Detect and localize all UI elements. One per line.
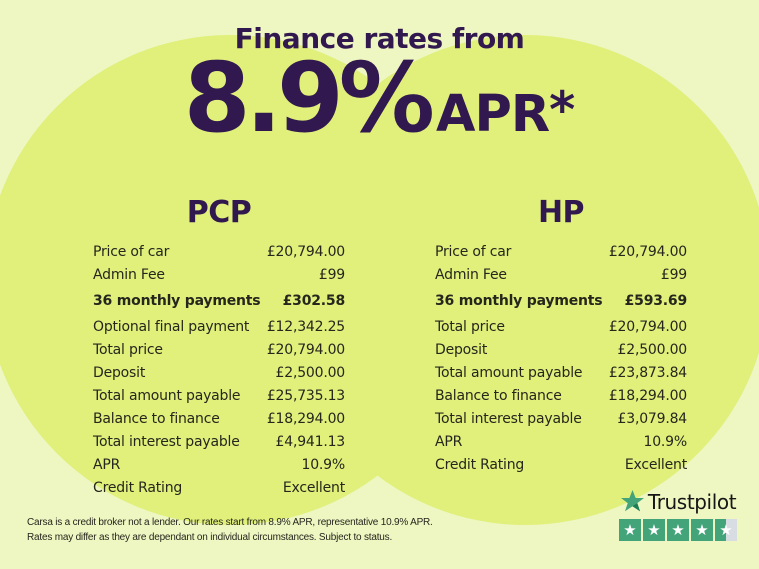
pcp-heading: PCP xyxy=(186,195,252,230)
table-row: Total price £20,794.00 xyxy=(93,338,345,361)
row-value: £2,500.00 xyxy=(617,341,688,358)
star-icon: ★ xyxy=(719,521,733,539)
row-label: Optional final payment xyxy=(93,318,250,335)
table-row: 36 monthly payments £302.58 xyxy=(93,289,345,312)
disclaimer-line1: Carsa is a credit broker not a lender. O… xyxy=(27,517,433,528)
star-box-half: ★ xyxy=(715,519,737,541)
table-row: Credit Rating Excellent xyxy=(93,476,345,499)
row-value: £18,294.00 xyxy=(266,410,345,427)
row-value: £2,500.00 xyxy=(275,364,346,381)
disclaimer: Carsa is a credit broker not a lender. O… xyxy=(27,515,433,545)
hp-heading: HP xyxy=(537,195,585,230)
row-label: Balance to finance xyxy=(93,410,220,427)
row-label: 36 monthly payments xyxy=(93,292,261,309)
table-row: Admin Fee £99 xyxy=(93,263,345,286)
row-value: 10.9% xyxy=(301,456,346,473)
rate-suffix: APR xyxy=(435,85,550,144)
table-row: Total interest payable £3,079.84 xyxy=(435,407,687,430)
row-label: Credit Rating xyxy=(93,479,183,496)
row-value: £4,941.13 xyxy=(275,433,346,450)
star-icon: ★ xyxy=(623,521,637,539)
trustpilot-star-icon xyxy=(620,490,644,512)
row-label: Price of car xyxy=(93,243,170,260)
row-value: £25,735.13 xyxy=(266,387,345,404)
table-row: Balance to finance £18,294.00 xyxy=(435,384,687,407)
row-value: £99 xyxy=(660,266,687,283)
star-icon: ★ xyxy=(647,521,661,539)
star-icon: ★ xyxy=(695,521,709,539)
row-value: Excellent xyxy=(282,479,345,496)
trustpilot-logo: Trustpilot xyxy=(620,489,737,514)
trustpilot-wordmark: Trustpilot xyxy=(647,489,737,514)
table-row: Price of car £20,794.00 xyxy=(435,240,687,263)
trustpilot-widget[interactable]: Trustpilot ★ ★ ★ ★ ★ xyxy=(617,489,739,541)
table-row: Total interest payable £4,941.13 xyxy=(93,430,345,453)
row-value: £20,794.00 xyxy=(608,243,687,260)
table-row: 36 monthly payments £593.69 xyxy=(435,289,687,312)
row-label: Credit Rating xyxy=(435,456,525,473)
table-row: Total price £20,794.00 xyxy=(435,315,687,338)
row-label: 36 monthly payments xyxy=(435,292,603,309)
row-value: £18,294.00 xyxy=(608,387,687,404)
row-value: £3,079.84 xyxy=(617,410,688,427)
hp-table: Price of car £20,794.00 Admin Fee £99 36 mon… xyxy=(435,240,687,476)
pcp-section: PCP Price of car £20,794.00 Admin Fee £99 36… xyxy=(93,196,345,499)
row-value: £20,794.00 xyxy=(266,341,345,358)
row-value: £302.58 xyxy=(282,292,346,309)
table-row: Admin Fee £99 xyxy=(435,263,687,286)
pcp-table: Price of car £20,794.00 Admin Fee £99 36 mon… xyxy=(93,240,345,499)
row-label: Balance to finance xyxy=(435,387,562,404)
trustpilot-rating-stars: ★ ★ ★ ★ ★ xyxy=(619,519,737,541)
star-box-full: ★ xyxy=(619,519,641,541)
star-box-full: ★ xyxy=(667,519,689,541)
rate-value: 8.9% xyxy=(183,42,435,154)
table-row: Total amount payable £25,735.13 xyxy=(93,384,345,407)
row-value: £23,873.84 xyxy=(608,364,687,381)
row-value: £20,794.00 xyxy=(608,318,687,335)
table-row: APR 10.9% xyxy=(93,453,345,476)
star-icon: ★ xyxy=(671,521,685,539)
row-value: £12,342.25 xyxy=(266,318,345,335)
table-row: APR 10.9% xyxy=(435,430,687,453)
star-box-full: ★ xyxy=(643,519,665,541)
row-value: £20,794.00 xyxy=(266,243,345,260)
row-value: £593.69 xyxy=(624,292,688,309)
row-label: Total amount payable xyxy=(93,387,241,404)
row-value: 10.9% xyxy=(643,433,688,450)
table-row: Deposit £2,500.00 xyxy=(93,361,345,384)
disclaimer-line2: Rates may differ as they are dependant o… xyxy=(27,532,393,543)
row-value: £99 xyxy=(318,266,345,283)
row-label: Total price xyxy=(93,341,163,358)
table-row: Deposit £2,500.00 xyxy=(435,338,687,361)
hp-section: HP Price of car £20,794.00 Admin Fee £99 36 … xyxy=(435,196,687,476)
row-label: Deposit xyxy=(93,364,146,381)
headline-rate: 8.9% APR * xyxy=(0,50,759,146)
row-label: Price of car xyxy=(435,243,512,260)
star-box-full: ★ xyxy=(691,519,713,541)
row-label: Total amount payable xyxy=(435,364,583,381)
row-label: Deposit xyxy=(435,341,488,358)
table-row: Credit Rating Excellent xyxy=(435,453,687,476)
table-row: Total amount payable £23,873.84 xyxy=(435,361,687,384)
decorative-circle-right xyxy=(280,35,759,525)
rate-asterisk: * xyxy=(549,81,576,139)
row-value: Excellent xyxy=(624,456,687,473)
table-row: Price of car £20,794.00 xyxy=(93,240,345,263)
row-label: APR xyxy=(435,433,463,450)
row-label: Total price xyxy=(435,318,505,335)
row-label: Admin Fee xyxy=(93,266,165,283)
row-label: Total interest payable xyxy=(435,410,582,427)
row-label: APR xyxy=(93,456,121,473)
row-label: Total interest payable xyxy=(93,433,240,450)
page-title: Finance rates from xyxy=(234,22,525,55)
table-row: Balance to finance £18,294.00 xyxy=(93,407,345,430)
row-label: Admin Fee xyxy=(435,266,507,283)
table-row: Optional final payment £12,342.25 xyxy=(93,315,345,338)
